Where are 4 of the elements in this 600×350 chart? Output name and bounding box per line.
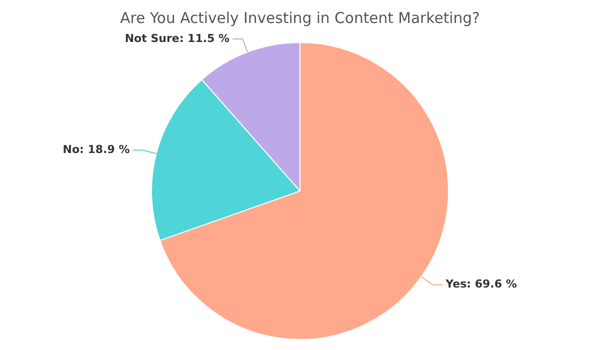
chart-title: Are You Actively Investing in Content Marketing? <box>120 8 480 27</box>
slice-label: Not Sure: 11.5 % <box>124 32 230 45</box>
slice-label: No: 18.9 % <box>62 142 130 156</box>
slice-label: Yes: 69.6 % <box>444 278 517 291</box>
